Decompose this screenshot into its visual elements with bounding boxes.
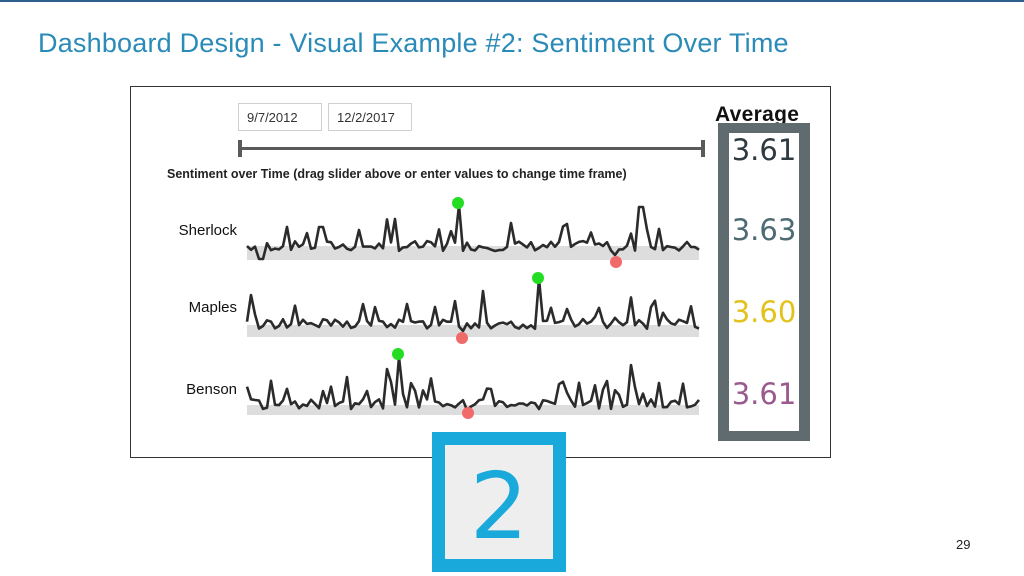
step-badge-inner: 2 [445, 445, 553, 560]
average-panel: 3.61 3.63 3.60 3.61 [718, 123, 810, 441]
row-label-maples: Maples [188, 299, 237, 316]
sparkline-band-maples [247, 325, 699, 337]
end-date-input[interactable]: 12/2/2017 [328, 103, 412, 131]
top-rule [0, 0, 1024, 2]
row-label-benson: Benson [186, 381, 237, 398]
slide-title: Dashboard Design - Visual Example #2: Se… [38, 28, 789, 58]
dashboard-panel: 9/7/2012 12/2/2017 Sentiment over Time (… [130, 86, 831, 458]
step-badge: 2 [432, 432, 566, 572]
sparkline-maples [245, 277, 700, 333]
min-marker-benson [462, 407, 474, 419]
average-sherlock: 3.63 [731, 213, 797, 247]
chart-title: Sentiment over Time (drag slider above o… [167, 167, 627, 181]
sparkline-benson [245, 355, 701, 412]
time-range-slider-track[interactable] [241, 147, 703, 150]
step-number: 2 [469, 453, 529, 560]
average-overall: 3.61 [731, 133, 797, 167]
min-marker-sherlock [610, 256, 622, 268]
row-label-sherlock: Sherlock [178, 222, 237, 239]
max-marker-maples [532, 272, 544, 284]
sparkline-area [245, 197, 701, 419]
slider-start-handle[interactable] [238, 140, 242, 157]
max-marker-sherlock [452, 197, 464, 209]
start-date-input[interactable]: 9/7/2012 [238, 103, 322, 131]
average-benson: 3.61 [731, 377, 797, 411]
average-panel-inner: 3.61 3.63 3.60 3.61 [729, 133, 799, 431]
min-marker-maples [456, 332, 468, 344]
slider-end-handle[interactable] [701, 140, 705, 157]
sparkline-sherlock [246, 203, 700, 261]
average-heading: Average [715, 103, 800, 126]
max-marker-benson [392, 348, 404, 360]
page-number: 29 [956, 537, 971, 552]
average-maples: 3.60 [731, 295, 797, 329]
sparkline-band-sherlock [247, 246, 699, 260]
